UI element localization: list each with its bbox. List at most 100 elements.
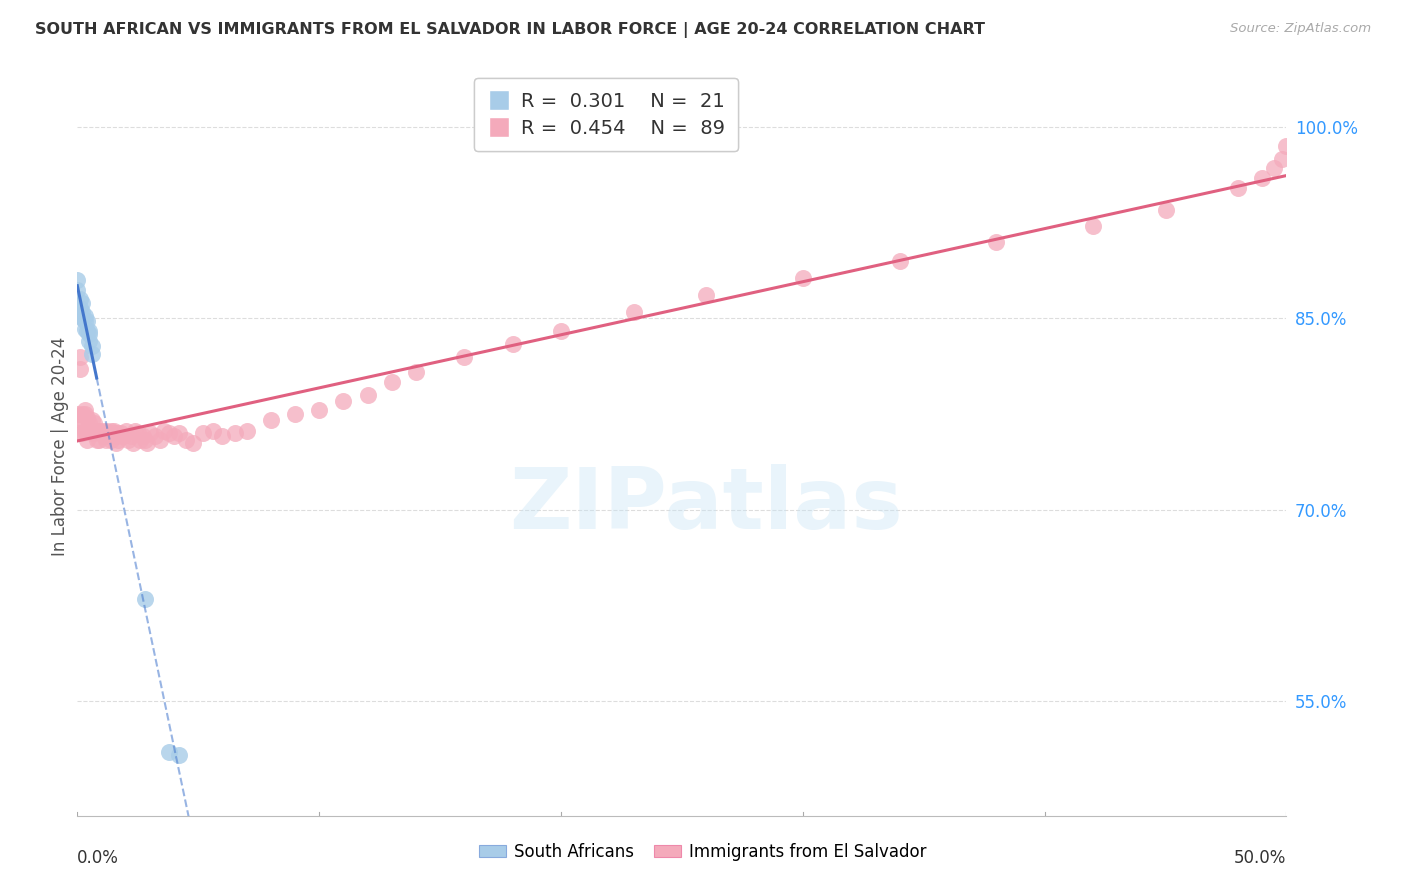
Point — [73, 403, 96, 417]
Point — [86, 433, 108, 447]
Point — [87, 433, 110, 447]
Point — [83, 416, 105, 430]
Point — [96, 433, 118, 447]
Point — [134, 592, 156, 607]
Point — [502, 337, 524, 351]
Point — [73, 424, 96, 438]
Point — [80, 347, 103, 361]
Point — [86, 424, 108, 438]
Point — [97, 426, 120, 441]
Point — [381, 375, 404, 389]
Text: 50.0%: 50.0% — [1234, 849, 1286, 868]
Point — [70, 426, 93, 441]
Point — [66, 426, 89, 441]
Point — [87, 424, 110, 438]
Point — [80, 426, 103, 441]
Point — [73, 309, 96, 323]
Legend: South Africans, Immigrants from El Salvador: South Africans, Immigrants from El Salva… — [472, 837, 934, 868]
Point — [103, 424, 125, 438]
Point — [1081, 219, 1104, 234]
Point — [114, 424, 136, 438]
Point — [143, 429, 166, 443]
Point — [112, 429, 135, 443]
Point — [69, 413, 91, 427]
Point — [284, 407, 307, 421]
Point — [79, 416, 101, 430]
Point — [97, 429, 120, 443]
Point — [103, 426, 125, 441]
Point — [105, 429, 128, 443]
Point — [201, 424, 224, 438]
Point — [80, 424, 103, 438]
Text: 0.0%: 0.0% — [77, 849, 120, 868]
Point — [79, 424, 101, 438]
Point — [73, 314, 96, 328]
Point — [110, 426, 132, 441]
Point — [79, 324, 101, 338]
Point — [122, 436, 145, 450]
Point — [405, 365, 427, 379]
Point — [1154, 202, 1177, 217]
Point — [90, 424, 112, 438]
Point — [76, 433, 98, 447]
Text: ZIPatlas: ZIPatlas — [509, 464, 903, 547]
Point — [76, 314, 98, 328]
Point — [1227, 181, 1250, 195]
Point — [163, 429, 186, 443]
Point — [69, 309, 91, 323]
Point — [131, 429, 153, 443]
Point — [191, 426, 214, 441]
Point — [174, 433, 197, 447]
Point — [695, 288, 717, 302]
Point — [136, 436, 159, 450]
Point — [148, 433, 170, 447]
Point — [69, 292, 91, 306]
Point — [69, 362, 91, 376]
Point — [139, 426, 162, 441]
Point — [550, 324, 572, 338]
Point — [70, 311, 93, 326]
Point — [235, 424, 257, 438]
Point — [332, 394, 354, 409]
Point — [100, 424, 122, 438]
Point — [66, 407, 89, 421]
Point — [79, 334, 101, 349]
Point — [80, 339, 103, 353]
Point — [96, 424, 118, 438]
Point — [153, 424, 176, 438]
Point — [211, 429, 233, 443]
Point — [127, 426, 149, 441]
Point — [129, 433, 152, 447]
Point — [105, 436, 128, 450]
Point — [66, 283, 89, 297]
Point — [76, 411, 98, 425]
Point — [308, 403, 330, 417]
Point — [167, 426, 190, 441]
Point — [134, 433, 156, 447]
Point — [107, 426, 129, 441]
Point — [70, 296, 93, 310]
Point — [889, 254, 911, 268]
Point — [260, 413, 283, 427]
Point — [69, 350, 91, 364]
Point — [224, 426, 246, 441]
Point — [157, 426, 180, 441]
Point — [76, 424, 98, 438]
Point — [986, 235, 1008, 249]
Point — [70, 411, 93, 425]
Point — [157, 745, 180, 759]
Point — [183, 436, 205, 450]
Point — [73, 321, 96, 335]
Point — [70, 305, 93, 319]
Point — [453, 350, 475, 364]
Point — [117, 433, 139, 447]
Point — [107, 433, 129, 447]
Point — [93, 429, 115, 443]
Point — [124, 424, 146, 438]
Point — [1263, 161, 1285, 175]
Point — [356, 388, 378, 402]
Y-axis label: In Labor Force | Age 20-24: In Labor Force | Age 20-24 — [51, 336, 69, 556]
Text: SOUTH AFRICAN VS IMMIGRANTS FROM EL SALVADOR IN LABOR FORCE | AGE 20-24 CORRELAT: SOUTH AFRICAN VS IMMIGRANTS FROM EL SALV… — [35, 22, 986, 38]
Point — [93, 426, 115, 441]
Point — [792, 270, 814, 285]
